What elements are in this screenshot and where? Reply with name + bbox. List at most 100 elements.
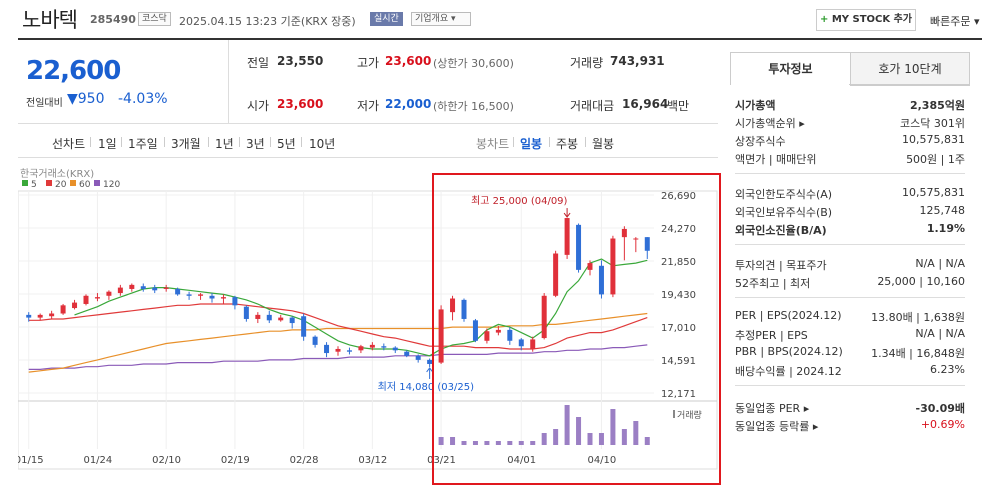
volume-legend-label: 거래량 xyxy=(677,409,702,421)
candle-body xyxy=(644,237,650,251)
candle-body xyxy=(610,238,616,295)
realtime-badge[interactable]: 실시간 xyxy=(370,12,403,26)
tab-invest-info[interactable]: 투자정보 xyxy=(730,52,851,85)
tab-divider xyxy=(121,137,122,147)
my-stock-add-button[interactable]: + MY STOCK 추가 xyxy=(816,9,916,31)
candle-body xyxy=(175,288,181,295)
price-chart[interactable]: 한국거래소(KRX)5 20 60 120 26,690 24,270 21,850 19,4… xyxy=(18,165,718,470)
candle-body xyxy=(83,295,89,304)
tab-divider xyxy=(270,137,271,147)
invest-row-value: 25,000 | 10,160 xyxy=(877,275,965,288)
candle-body xyxy=(220,297,226,299)
candle-body xyxy=(232,297,238,306)
candle-body xyxy=(37,314,43,318)
quick-order-button[interactable]: 빠른주문 ▾ xyxy=(930,15,980,28)
my-stock-label: MY STOCK 추가 xyxy=(831,14,913,25)
amount-label: 거래대금 xyxy=(570,99,615,113)
invest-row: 외국인보유주식수(B) 125,748 xyxy=(735,204,965,221)
candle-body xyxy=(530,339,536,349)
invest-row-value: -30.09배 xyxy=(915,402,965,415)
invest-row: 투자의견 | 목표주가 N/A | N/A xyxy=(735,257,965,274)
high-label: 고가 xyxy=(357,56,380,70)
candle-body xyxy=(312,336,318,345)
volume-bar xyxy=(495,441,501,445)
quote-divider xyxy=(228,40,229,123)
stock-code: 285490 xyxy=(90,13,136,26)
amount-value: 16,964 xyxy=(622,97,669,111)
candle-body xyxy=(255,314,261,319)
volume-bar xyxy=(587,433,593,445)
candle-body xyxy=(335,348,341,352)
candle-body xyxy=(587,263,593,270)
invest-row: PER | EPS(2024.12) 13.80배 | 1,638원 xyxy=(735,309,965,326)
candle-body xyxy=(633,238,639,240)
invest-row-value: 6.23% xyxy=(930,363,965,376)
invest-row-label: PER | EPS(2024.12) xyxy=(735,309,842,322)
invest-row-label: 외국인보유주식수(B) xyxy=(735,206,833,219)
tab-divider xyxy=(239,137,240,147)
volume-bar xyxy=(633,421,639,445)
candle-body xyxy=(518,339,524,347)
candle-body xyxy=(621,228,627,238)
tab-order-book[interactable]: 호가 10단계 xyxy=(850,52,970,86)
candle-body xyxy=(381,346,387,348)
invest-row-label: 시가총액순위 ▸ xyxy=(735,117,805,130)
volume-value: 743,931 xyxy=(610,54,665,68)
tab-1year[interactable]: 1년 xyxy=(215,137,234,151)
candle-body xyxy=(392,347,398,351)
tab-line-chart[interactable]: 선차트 xyxy=(52,137,86,151)
invest-row: 액면가 | 매매단위 500원 | 1주 xyxy=(735,151,965,168)
invest-row-value: 2,385억원 xyxy=(909,99,965,112)
company-overview-dropdown[interactable]: 기업개요 ▾ xyxy=(411,12,471,26)
invest-row-value: 13.80배 | 1,638원 xyxy=(871,311,965,324)
volume-legend-swatch xyxy=(673,410,675,418)
open-value: 23,600 xyxy=(277,97,324,111)
invest-row-label: 52주최고 | 최저 xyxy=(735,277,811,290)
candle-body xyxy=(358,346,364,351)
candle-body xyxy=(324,344,330,354)
candle-body xyxy=(415,355,421,360)
invest-row-label: 상장주식수 xyxy=(735,135,786,148)
x-tick-label: 02/19 xyxy=(221,455,250,466)
change-label: 전일대비 xyxy=(26,98,63,109)
candle-body xyxy=(152,287,158,291)
lower-limit: (하한가 16,500) xyxy=(433,100,514,113)
tab-daily-candle[interactable]: 일봉 xyxy=(520,137,543,151)
tab-divider xyxy=(164,137,165,147)
tab-1day[interactable]: 1일 xyxy=(98,137,117,151)
invest-divider xyxy=(735,244,965,245)
y-tick-label: 17,010 xyxy=(661,323,696,334)
tab-divider xyxy=(549,137,550,147)
invest-row: 동일업종 등락률 ▸ +0.69% xyxy=(735,418,965,435)
tab-weekly-candle[interactable]: 주봉 xyxy=(556,137,579,151)
candle-body xyxy=(49,313,55,317)
candle-body xyxy=(266,314,272,321)
candle-body xyxy=(209,295,215,299)
volume-bar xyxy=(610,409,616,445)
invest-row: 외국인소진율(B/A) 1.19% xyxy=(735,222,965,239)
tab-3month[interactable]: 3개월 xyxy=(171,137,201,151)
volume-bar xyxy=(472,441,478,445)
volume-bar xyxy=(621,429,627,445)
candle-body xyxy=(564,218,570,255)
ma-legend-label: 120 xyxy=(103,180,120,190)
volume-label: 거래량 xyxy=(570,56,604,70)
tab-monthly-candle[interactable]: 월봉 xyxy=(592,137,615,151)
low-label: 저가 xyxy=(357,99,380,113)
x-tick-label: 04/10 xyxy=(587,455,616,466)
y-tick-label: 14,591 xyxy=(661,356,696,367)
candle-body xyxy=(369,344,375,348)
upper-limit: (상한가 30,600) xyxy=(433,57,514,70)
tab-5year[interactable]: 5년 xyxy=(277,137,296,151)
volume-bar xyxy=(484,441,490,445)
change-percent: -4.03% xyxy=(118,91,168,107)
tab-3year[interactable]: 3년 xyxy=(246,137,265,151)
volume-bar xyxy=(541,433,547,445)
tab-10year[interactable]: 10년 xyxy=(309,137,336,151)
ma-legend-swatch xyxy=(46,180,52,186)
prev-close-value: 23,550 xyxy=(277,54,324,68)
candle-body xyxy=(243,306,249,319)
invest-row: 외국인한도주식수(A) 10,575,831 xyxy=(735,186,965,203)
tab-1week[interactable]: 1주일 xyxy=(128,137,158,151)
low-value: 22,000 xyxy=(385,97,432,111)
